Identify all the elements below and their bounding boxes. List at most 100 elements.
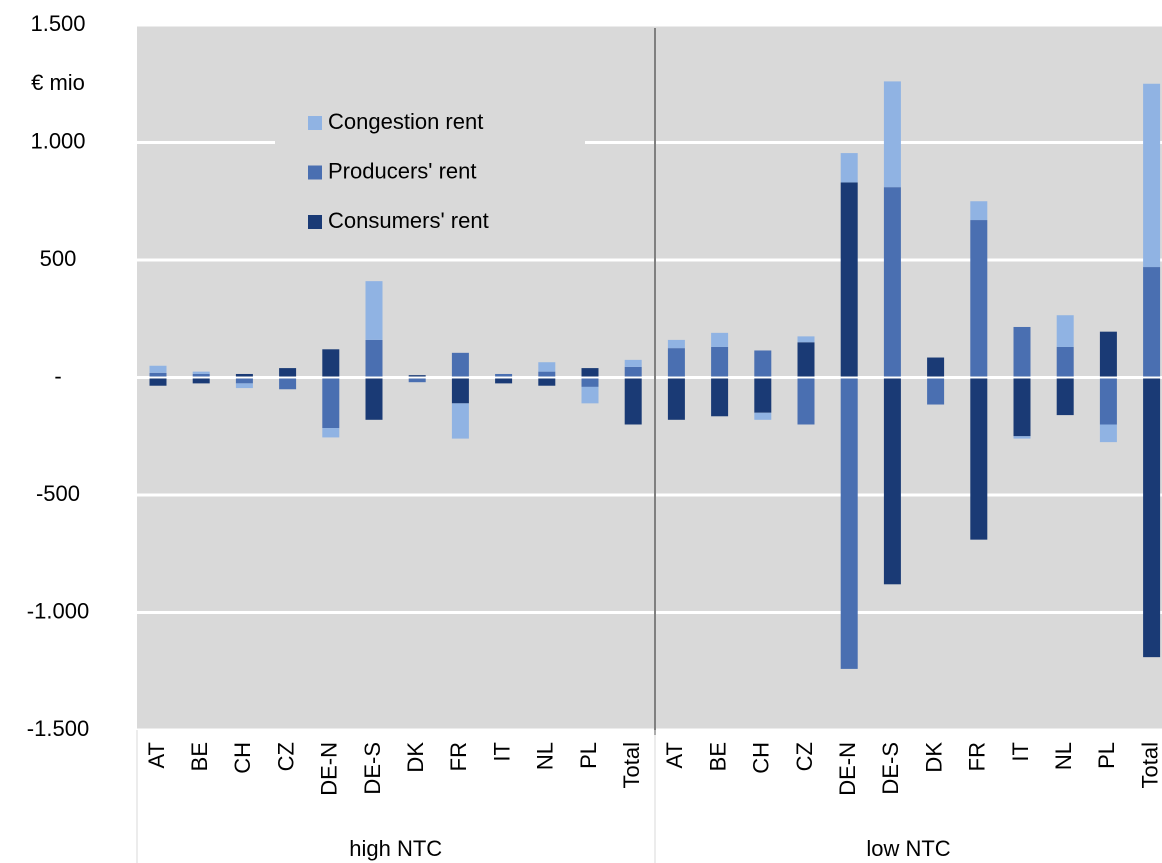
x-tick-label: Total [619, 742, 644, 788]
x-tick-label: BE [187, 742, 212, 771]
bar-segment [1143, 267, 1161, 378]
bar-segment [754, 412, 772, 420]
bar-segment [192, 377, 210, 384]
bar-segment [581, 377, 599, 387]
bar-segment [192, 373, 210, 378]
bar-segment [1143, 377, 1161, 658]
bar-segment [797, 377, 815, 425]
bar-segment [711, 377, 729, 417]
bar-segment [711, 346, 729, 378]
bar-segment [797, 342, 815, 378]
bar-segment [667, 377, 685, 420]
y-tick-label: - [54, 363, 61, 388]
bar-segment [970, 220, 988, 378]
x-tick-label: NL [1051, 742, 1076, 770]
bar-segment [1099, 331, 1117, 378]
y-tick-label: 1.500 [30, 11, 85, 36]
y-tick-label: 500 [40, 246, 77, 271]
bar-segment [624, 377, 642, 425]
bar-segment [797, 336, 815, 343]
x-tick-label: CH [749, 742, 774, 774]
bar-segment [927, 377, 945, 405]
bar-segment [883, 187, 901, 378]
bar-segment [581, 386, 599, 404]
x-tick-label: FR [965, 742, 990, 771]
x-tick-label: IT [489, 742, 514, 762]
bar-segment [235, 373, 253, 378]
x-tick-label: CZ [792, 742, 817, 771]
x-tick-label: NL [533, 742, 558, 770]
bar-segment [451, 377, 469, 404]
bar-segment [754, 377, 772, 413]
bar-segment [667, 348, 685, 378]
bar-segment [279, 377, 297, 390]
x-tick-label: DK [921, 742, 946, 773]
legend-label: Producers' rent [328, 158, 477, 183]
bar-segment [365, 377, 383, 420]
bar-segment [235, 377, 253, 384]
bar-segment [970, 201, 988, 221]
bar-segment [1056, 315, 1074, 347]
bar-segment [840, 377, 858, 669]
x-tick-label: DE-S [360, 742, 385, 795]
bar-segment [322, 428, 340, 438]
y-tick-label: -1.000 [27, 598, 89, 623]
bar-segment [1056, 377, 1074, 416]
y-tick-label: -1.500 [27, 716, 89, 741]
x-tick-label: PL [1094, 742, 1119, 769]
x-tick-label: BE [705, 742, 730, 771]
x-tick-label: FR [446, 742, 471, 771]
bar-segment [149, 372, 167, 378]
bar-segment [1099, 377, 1117, 425]
x-tick-label: AT [662, 742, 687, 768]
legend-swatch [308, 215, 322, 229]
x-tick-label: CH [230, 742, 255, 774]
bar-segment [840, 153, 858, 183]
x-tick-label: IT [1008, 742, 1033, 762]
bar-segment [754, 350, 772, 378]
bar-segment [624, 359, 642, 367]
legend-background [275, 100, 585, 245]
bar-segment [149, 377, 167, 386]
legend-label: Consumers' rent [328, 208, 489, 233]
y-tick-label: 1.000 [30, 128, 85, 153]
bar-segment [1013, 377, 1031, 437]
bar-segment [365, 281, 383, 340]
bar-segment [1099, 424, 1117, 443]
group-label: low NTC [866, 836, 950, 861]
bar-segment [149, 365, 167, 373]
bar-segment [495, 377, 513, 384]
x-tick-label: DE-N [317, 742, 342, 796]
bar-segment [235, 383, 253, 389]
bar-segment [1013, 436, 1031, 439]
bar-segment [192, 371, 210, 374]
x-tick-label: Total [1137, 742, 1162, 788]
bar-segment [495, 373, 513, 378]
x-tick-label: DE-S [878, 742, 903, 795]
x-tick-label: AT [144, 742, 169, 768]
bar-segment [581, 368, 599, 378]
bar-segment [970, 377, 988, 540]
x-tick-label: DE-N [835, 742, 860, 796]
bar-segment [1143, 83, 1161, 268]
bar-segment [538, 371, 556, 378]
bar-segment [840, 182, 858, 378]
bar-segment [408, 377, 426, 383]
bar-segment [322, 349, 340, 378]
y-unit: € mio [31, 70, 85, 95]
bar-segment [451, 352, 469, 378]
bar-segment [883, 81, 901, 188]
bar-segment [624, 366, 642, 378]
group-label: high NTC [349, 836, 442, 861]
legend-swatch [308, 116, 322, 130]
x-tick-label: CZ [273, 742, 298, 771]
bar-segment [538, 377, 556, 386]
legend-label: Congestion rent [328, 109, 483, 134]
bar-segment [927, 357, 945, 378]
bar-segment [883, 377, 901, 585]
bar-segment [279, 368, 297, 378]
bar-segment [408, 375, 426, 378]
bar-segment [1056, 346, 1074, 378]
bar-segment [1013, 326, 1031, 378]
